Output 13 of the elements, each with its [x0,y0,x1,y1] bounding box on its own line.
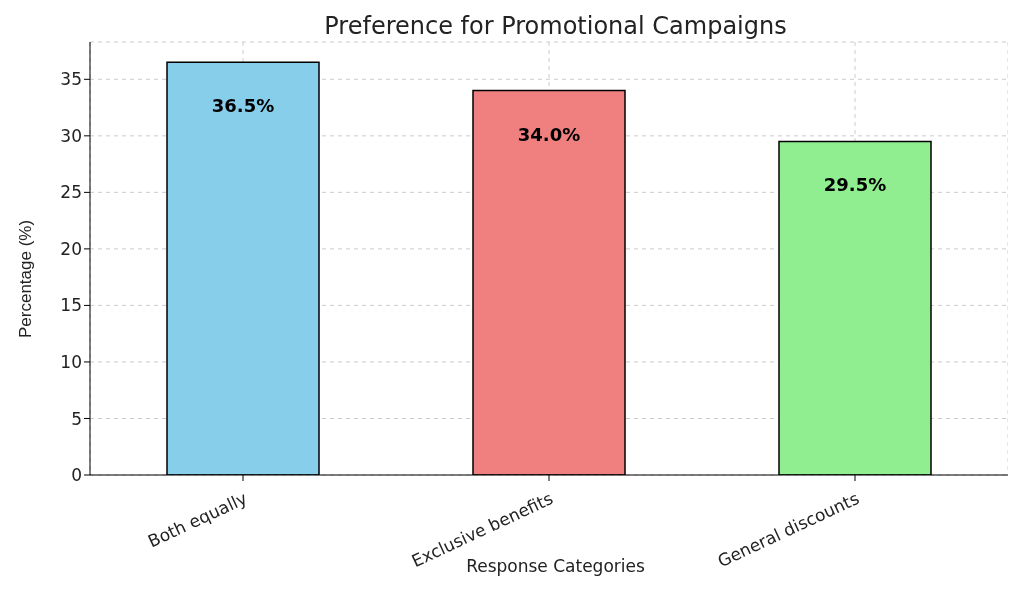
data-label: 34.0% [517,123,581,145]
y-axis-title: Percentage (%) [16,219,36,338]
y-tick-label: 5 [71,408,82,429]
y-tick-label: 20 [60,238,82,259]
y-tick-label: 30 [60,125,82,146]
y-tick-label: 25 [60,182,82,203]
y-tick-label: 15 [60,295,82,316]
data-label: 29.5% [823,174,887,196]
y-tick-label: 35 [60,69,82,90]
chart-title: Preference for Promotional Campaigns [323,12,788,40]
y-tick-label: 0 [71,465,82,486]
y-tick-label: 10 [60,351,82,372]
data-label: 36.5% [211,95,275,117]
